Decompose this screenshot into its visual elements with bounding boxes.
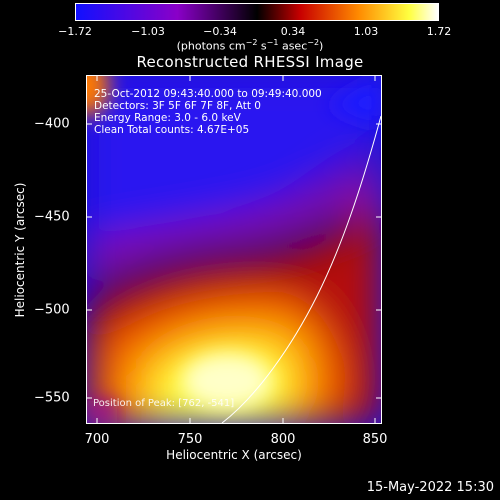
x-tick-label: 750 <box>177 432 203 447</box>
plot-title: Reconstructed RHESSI Image <box>136 53 364 71</box>
info-clean: Clean Total counts: 4.67E+05 <box>94 124 250 136</box>
y-tick-label: −450 <box>34 209 70 225</box>
colorbar-tick: 1.72 <box>426 25 452 38</box>
position-note: Position of Peak: [762, -541] <box>93 398 235 409</box>
colorbar-tick: 0.34 <box>280 25 306 38</box>
y-tick-label: −550 <box>34 390 70 406</box>
info-energy: Energy Range: 3.0 - 6.0 keV <box>94 112 241 124</box>
colorbar-tick: −1.03 <box>131 25 165 38</box>
y-tick-label: −500 <box>34 302 70 318</box>
info-time-range: 25-Oct-2012 09:43:40.000 to 09:49:40.000 <box>94 88 322 100</box>
colorbar-tick: −1.72 <box>58 25 92 38</box>
x-tick-label: 850 <box>362 432 388 447</box>
colorbar-unit: (photons cm−2 s−1 asec−2) <box>176 38 324 53</box>
footer-timestamp: 15-May-2022 15:30 <box>366 480 494 495</box>
colorbar-tick: −0.34 <box>203 25 237 38</box>
rhessi-image <box>86 75 382 424</box>
x-tick-label: 800 <box>270 432 296 447</box>
x-tick-label: 700 <box>84 432 110 447</box>
colorbar <box>75 3 439 21</box>
rhessi-image-map <box>87 76 381 423</box>
colorbar-tick: 1.03 <box>353 25 379 38</box>
info-detectors: Detectors: 3F 5F 6F 7F 8F, Att 0 <box>94 100 261 112</box>
y-axis-title: Heliocentric Y (arcsec) <box>13 182 27 318</box>
y-tick-label: −400 <box>34 116 70 132</box>
x-axis-title: Heliocentric X (arcsec) <box>166 448 302 462</box>
colorbar-gradient <box>76 4 438 20</box>
solar-limb-line <box>221 115 381 423</box>
